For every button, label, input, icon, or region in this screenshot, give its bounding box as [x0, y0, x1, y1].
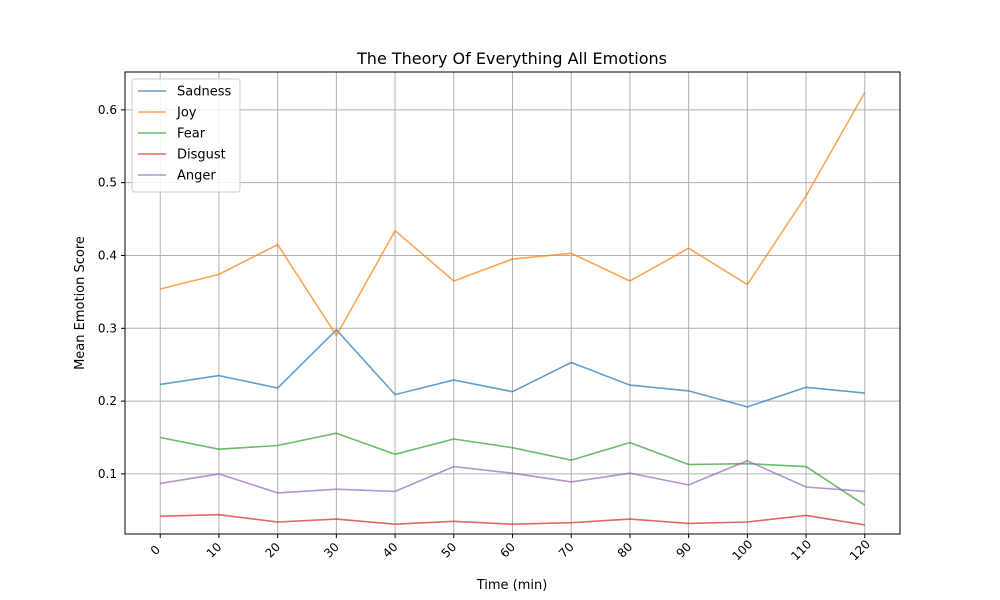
- series-lines: [160, 92, 866, 526]
- series-line-disgust: [160, 513, 865, 526]
- x-axis-label: Time (min): [476, 578, 548, 593]
- legend-label-disgust: Disgust: [177, 148, 226, 163]
- y-tick-label: 0.4: [98, 248, 117, 262]
- series-line-anger: [160, 459, 865, 494]
- y-tick-label: 0.1: [98, 467, 117, 481]
- series-line-fear: [160, 432, 866, 506]
- chart-title: The Theory Of Everything All Emotions: [356, 49, 667, 68]
- legend-box: [131, 78, 241, 193]
- series-line-sadness: [160, 328, 865, 408]
- y-tick-label: 0.5: [98, 176, 117, 190]
- legend-label-sadness: Sadness: [177, 85, 231, 100]
- y-tick-label: 0.3: [98, 321, 117, 335]
- legend-label-fear: Fear: [177, 127, 206, 142]
- y-tick-label: 0.2: [98, 394, 117, 408]
- legend-label-joy: Joy: [176, 106, 197, 121]
- y-axis-label: Mean Emotion Score: [73, 236, 88, 370]
- legend-label-anger: Anger: [177, 169, 216, 184]
- y-tick-label: 0.6: [98, 103, 117, 117]
- y-axis-ticks: 0.1 0.2 0.3 0.4 0.5 0.6: [98, 103, 125, 481]
- series-line-joy: [160, 92, 866, 337]
- legend: Sadness Joy Fear Disgust Anger: [131, 78, 241, 193]
